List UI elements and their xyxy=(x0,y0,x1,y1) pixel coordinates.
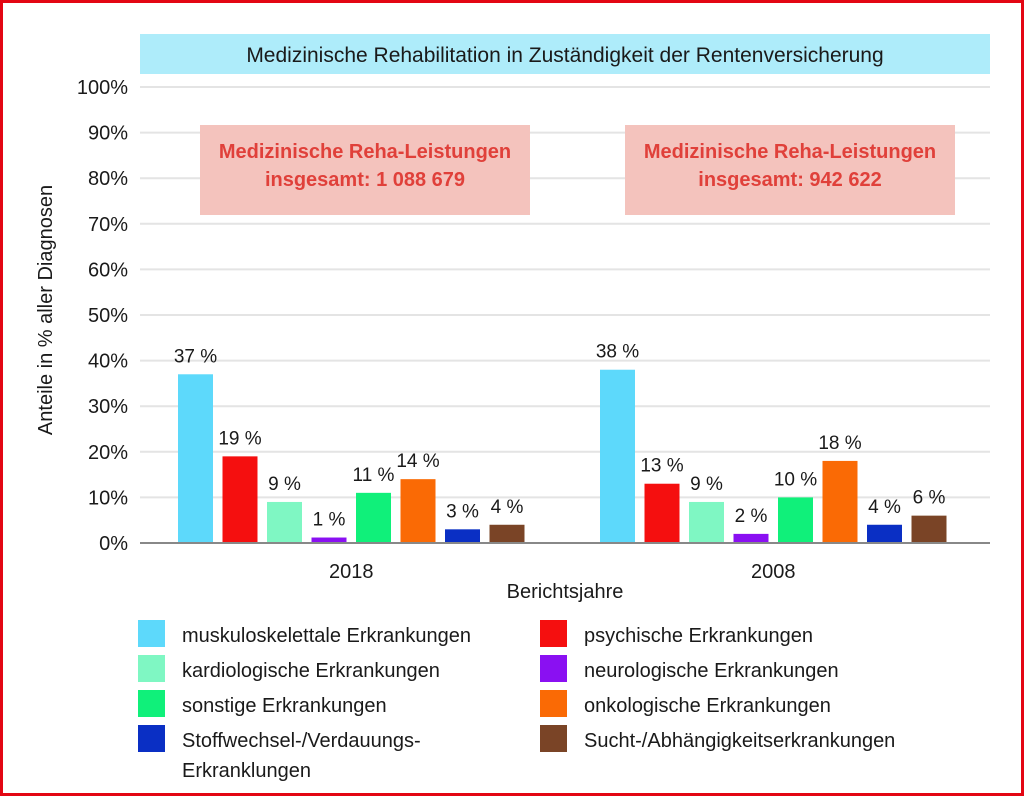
y-axis-label: Anteile in % aller Diagnosen xyxy=(35,185,57,435)
bar-value-label: 18 % xyxy=(818,433,861,454)
bar-value-label: 19 % xyxy=(218,428,261,449)
bar xyxy=(356,492,391,543)
total-box-title: Medizinische Reha-Leistungen xyxy=(644,141,936,163)
legend-swatch xyxy=(138,725,165,752)
total-box xyxy=(200,125,530,215)
y-tick-label: 80% xyxy=(88,168,128,190)
legend-label: sonstige Erkrankungen xyxy=(182,695,387,717)
bar xyxy=(600,369,635,543)
y-tick-label: 70% xyxy=(88,214,128,236)
legend-swatch xyxy=(540,690,567,717)
legend-label: Stoffwechsel-/Verdauungs- xyxy=(182,730,421,752)
legend-label: kardiologische Erkrankungen xyxy=(182,660,440,682)
y-tick-label: 0% xyxy=(99,533,128,555)
bar-value-label: 14 % xyxy=(396,451,439,472)
bar-value-label: 6 % xyxy=(913,488,946,509)
bar-value-label: 13 % xyxy=(640,456,683,477)
y-tick-label: 100% xyxy=(77,77,128,99)
x-axis-label: Berichtsjahre xyxy=(507,581,624,603)
legend-label: psychische Erkrankungen xyxy=(584,625,813,647)
legend-swatch xyxy=(138,655,165,682)
bar xyxy=(311,537,347,543)
bar-value-label: 11 % xyxy=(353,465,395,486)
legend-swatch xyxy=(540,655,567,682)
x-tick-label: 2008 xyxy=(751,561,796,583)
bar xyxy=(400,479,436,543)
legend-swatch xyxy=(540,620,567,647)
legend-label: neurologische Erkrankungen xyxy=(584,660,839,682)
y-tick-label: 60% xyxy=(88,259,128,281)
bar xyxy=(644,483,680,543)
bar xyxy=(689,501,724,543)
bar xyxy=(445,529,480,543)
legend-swatch xyxy=(540,725,567,752)
bar xyxy=(267,501,302,543)
y-tick-label: 30% xyxy=(88,396,128,418)
bar xyxy=(178,374,213,543)
bar-value-label: 1 % xyxy=(313,510,346,531)
chart-title: Medizinische Rehabilitation in Zuständig… xyxy=(246,44,883,67)
bar xyxy=(733,533,769,543)
legend-label: Sucht-/Abhängigkeitserkrankungen xyxy=(584,730,895,752)
legend-label: Erkranklungen xyxy=(182,760,311,782)
bar-value-label: 38 % xyxy=(596,342,639,363)
bar-value-label: 9 % xyxy=(268,474,301,495)
total-box xyxy=(625,125,955,215)
bar xyxy=(822,460,858,543)
bar-value-label: 37 % xyxy=(174,346,217,367)
bar-value-label: 9 % xyxy=(690,474,723,495)
legend-label: onkologische Erkrankungen xyxy=(584,695,831,717)
bar xyxy=(489,524,525,543)
y-tick-label: 20% xyxy=(88,442,128,464)
legend-swatch xyxy=(138,620,165,647)
y-tick-label: 90% xyxy=(88,123,128,145)
bar-value-label: 3 % xyxy=(446,501,479,522)
legend-swatch xyxy=(138,690,165,717)
bar xyxy=(778,497,813,543)
total-box-value: insgesamt: 1 088 679 xyxy=(265,169,465,191)
y-tick-label: 10% xyxy=(88,487,128,509)
bar-value-label: 10 % xyxy=(774,469,817,490)
bar-value-label: 4 % xyxy=(868,497,901,518)
bar xyxy=(867,524,902,543)
total-box-value: insgesamt: 942 622 xyxy=(698,169,881,191)
bar xyxy=(222,456,258,543)
y-tick-label: 50% xyxy=(88,305,128,327)
y-tick-label: 40% xyxy=(88,351,128,373)
legend-label: muskuloskelettale Erkrankungen xyxy=(182,625,471,647)
bar xyxy=(911,515,947,543)
chart-title-bar xyxy=(140,34,990,74)
bar-value-label: 2 % xyxy=(735,506,768,527)
total-box-title: Medizinische Reha-Leistungen xyxy=(219,141,511,163)
bar-value-label: 4 % xyxy=(491,497,524,518)
x-tick-label: 2018 xyxy=(329,561,374,583)
